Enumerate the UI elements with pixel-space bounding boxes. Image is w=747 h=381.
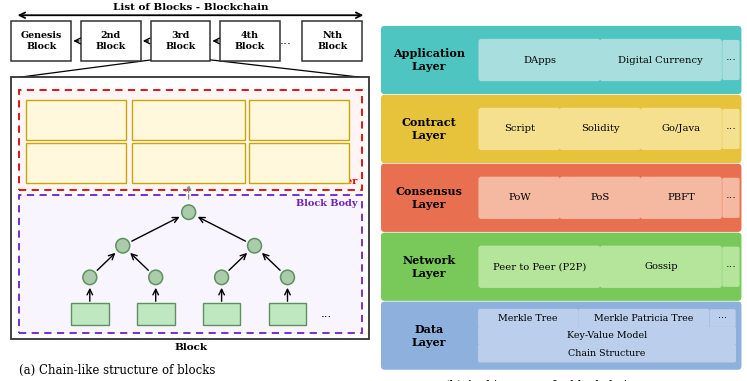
FancyBboxPatch shape bbox=[11, 77, 370, 339]
FancyBboxPatch shape bbox=[578, 309, 710, 327]
Text: Txn 1: Txn 1 bbox=[78, 310, 102, 318]
FancyBboxPatch shape bbox=[19, 195, 362, 333]
FancyBboxPatch shape bbox=[26, 143, 126, 183]
Text: 4th
Block: 4th Block bbox=[235, 31, 265, 51]
Text: Signature: Signature bbox=[276, 159, 322, 168]
Text: Genesis
Block: Genesis Block bbox=[21, 31, 62, 51]
Text: (b) Architecture of a blockchain system: (b) Architecture of a blockchain system bbox=[444, 379, 680, 381]
FancyBboxPatch shape bbox=[710, 309, 736, 327]
FancyBboxPatch shape bbox=[478, 177, 560, 219]
Text: 3rd
Block: 3rd Block bbox=[165, 31, 196, 51]
FancyBboxPatch shape bbox=[478, 246, 601, 288]
Text: ···: ··· bbox=[725, 124, 737, 134]
Text: Consensus
Layer: Consensus Layer bbox=[395, 186, 462, 210]
FancyBboxPatch shape bbox=[381, 95, 742, 163]
FancyBboxPatch shape bbox=[381, 26, 742, 94]
FancyBboxPatch shape bbox=[71, 303, 108, 325]
FancyBboxPatch shape bbox=[478, 309, 578, 327]
FancyBboxPatch shape bbox=[722, 178, 740, 218]
Text: Timestamp: Timestamp bbox=[274, 115, 325, 124]
FancyBboxPatch shape bbox=[478, 39, 601, 81]
Text: DApps: DApps bbox=[523, 56, 556, 64]
Text: 2nd
Block: 2nd Block bbox=[96, 31, 126, 51]
FancyBboxPatch shape bbox=[81, 21, 140, 61]
Text: Prev Block Hash: Prev Block Hash bbox=[151, 115, 226, 124]
Circle shape bbox=[83, 270, 97, 285]
Text: Block Header: Block Header bbox=[282, 176, 357, 186]
Text: Block Body: Block Body bbox=[296, 199, 357, 208]
Text: Chain Structure: Chain Structure bbox=[568, 349, 645, 358]
FancyBboxPatch shape bbox=[722, 40, 740, 80]
Text: Txn 4: Txn 4 bbox=[276, 310, 300, 318]
FancyBboxPatch shape bbox=[132, 100, 245, 139]
FancyBboxPatch shape bbox=[249, 143, 350, 183]
Text: Txn 2: Txn 2 bbox=[144, 310, 167, 318]
FancyBboxPatch shape bbox=[19, 90, 362, 190]
FancyBboxPatch shape bbox=[640, 108, 722, 150]
Text: Network
Layer: Network Layer bbox=[403, 255, 456, 279]
FancyBboxPatch shape bbox=[137, 303, 175, 325]
Text: Peer to Peer (P2P): Peer to Peer (P2P) bbox=[493, 262, 586, 271]
Circle shape bbox=[182, 205, 196, 219]
FancyBboxPatch shape bbox=[269, 303, 306, 325]
FancyBboxPatch shape bbox=[381, 302, 742, 370]
FancyBboxPatch shape bbox=[478, 327, 736, 345]
Text: ...: ... bbox=[279, 34, 291, 48]
Text: Key-Value Model: Key-Value Model bbox=[567, 331, 647, 340]
Text: PoS: PoS bbox=[591, 193, 610, 202]
Text: Nth
Block: Nth Block bbox=[317, 31, 347, 51]
Text: Go/Java: Go/Java bbox=[662, 125, 701, 133]
FancyBboxPatch shape bbox=[220, 21, 280, 61]
Circle shape bbox=[247, 239, 261, 253]
Circle shape bbox=[116, 239, 130, 253]
Text: Block Height: Block Height bbox=[46, 115, 106, 124]
FancyBboxPatch shape bbox=[381, 233, 742, 301]
FancyBboxPatch shape bbox=[722, 247, 740, 287]
FancyBboxPatch shape bbox=[11, 21, 71, 61]
Text: Script: Script bbox=[503, 125, 535, 133]
FancyBboxPatch shape bbox=[560, 108, 641, 150]
Circle shape bbox=[281, 270, 294, 285]
FancyBboxPatch shape bbox=[560, 177, 641, 219]
Text: Merkle Patricia Tree: Merkle Patricia Tree bbox=[594, 314, 694, 322]
Text: ···: ··· bbox=[725, 262, 737, 272]
FancyBboxPatch shape bbox=[303, 21, 362, 61]
FancyBboxPatch shape bbox=[600, 39, 722, 81]
FancyBboxPatch shape bbox=[26, 100, 126, 139]
Text: Merkle Root: Merkle Root bbox=[160, 159, 217, 168]
FancyBboxPatch shape bbox=[132, 143, 245, 183]
Text: Application
Layer: Application Layer bbox=[393, 48, 465, 72]
Text: Txn 3: Txn 3 bbox=[210, 310, 234, 318]
Text: PBFT: PBFT bbox=[667, 193, 695, 202]
Text: PoW: PoW bbox=[508, 193, 530, 202]
FancyBboxPatch shape bbox=[640, 177, 722, 219]
Text: Nonce: Nonce bbox=[61, 159, 91, 168]
FancyBboxPatch shape bbox=[722, 109, 740, 149]
FancyBboxPatch shape bbox=[202, 303, 241, 325]
FancyBboxPatch shape bbox=[249, 100, 350, 139]
FancyBboxPatch shape bbox=[381, 164, 742, 232]
FancyBboxPatch shape bbox=[478, 344, 736, 363]
Text: (a) Chain-like structure of blocks: (a) Chain-like structure of blocks bbox=[19, 364, 215, 377]
Text: Contract
Layer: Contract Layer bbox=[402, 117, 456, 141]
Text: Digital Currency: Digital Currency bbox=[619, 56, 703, 64]
Text: ···: ··· bbox=[719, 313, 728, 323]
Text: Merkle Tree: Merkle Tree bbox=[498, 314, 558, 322]
Text: ···: ··· bbox=[725, 193, 737, 203]
Text: ···: ··· bbox=[725, 55, 737, 65]
FancyBboxPatch shape bbox=[151, 21, 210, 61]
Circle shape bbox=[214, 270, 229, 285]
Text: Gossip: Gossip bbox=[644, 262, 678, 271]
Text: Data
Layer: Data Layer bbox=[412, 324, 446, 347]
FancyBboxPatch shape bbox=[478, 108, 560, 150]
FancyBboxPatch shape bbox=[600, 246, 722, 288]
Text: ...: ... bbox=[320, 307, 332, 320]
Text: Block: Block bbox=[174, 343, 207, 352]
Text: List of Blocks - Blockchain: List of Blocks - Blockchain bbox=[113, 3, 268, 12]
Circle shape bbox=[149, 270, 163, 285]
Text: Solidity: Solidity bbox=[581, 125, 619, 133]
